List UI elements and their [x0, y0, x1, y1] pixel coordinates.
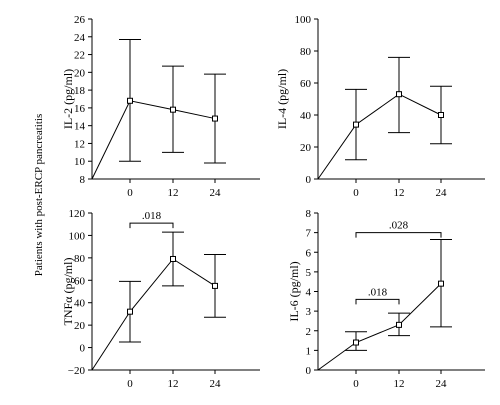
- x-tick-label: 24: [210, 378, 222, 390]
- y-tick-label: 20: [300, 142, 312, 154]
- y-axis-label: IL-4 (pg/ml): [275, 69, 289, 129]
- y-tick-label: 0: [80, 343, 86, 355]
- y-tick-label: 14: [74, 121, 86, 133]
- y-tick-label: 10: [74, 156, 86, 168]
- data-point: [212, 282, 218, 289]
- y-tick-label: 100: [69, 230, 86, 242]
- x-tick-label: 0: [353, 378, 359, 390]
- x-tick-label: 12: [394, 378, 405, 390]
- x-tick-label: 12: [168, 187, 179, 199]
- y-tick-label: 100: [295, 14, 312, 26]
- y-tick-label: 2: [306, 326, 312, 338]
- p-value-label: .028: [389, 220, 409, 232]
- side-label: Patients with post-ERCP pancreatitis: [33, 114, 45, 276]
- data-point: [353, 339, 359, 346]
- panel-il2: 8 10 12 14 16 18 20 22 24 26 0 12 24 IL-2 (pg/ml): [61, 14, 260, 199]
- y-tick-label: 5: [306, 267, 312, 279]
- data-point: [127, 308, 133, 315]
- y-tick-label: 22: [74, 50, 85, 62]
- y-tick-label: 1: [306, 345, 312, 357]
- panel-tnfa: −20 0 20 40 60 80 100 120 0 12 24 TNFα (pg/ml) .018: [61, 208, 260, 390]
- data-point: [170, 255, 176, 262]
- y-tick-label: 16: [74, 103, 86, 115]
- series-line: [317, 93, 442, 180]
- y-tick-label: 0: [306, 365, 312, 377]
- y-tick-label: 80: [74, 253, 86, 265]
- y-tick-label: 8: [80, 174, 86, 186]
- x-tick-label: 24: [210, 187, 222, 199]
- y-tick-label: 26: [74, 14, 86, 26]
- y-axis-label: IL-2 (pg/ml): [61, 69, 75, 129]
- series-line: [317, 283, 442, 371]
- x-tick-label: 0: [127, 378, 133, 390]
- x-tick-label: 24: [436, 378, 448, 390]
- p-value-label: .018: [142, 210, 162, 222]
- x-tick-label: 24: [436, 187, 448, 199]
- significance-bracket: [355, 298, 400, 305]
- data-point: [438, 280, 444, 287]
- y-tick-label: 18: [74, 85, 86, 97]
- significance-bracket: [355, 232, 442, 238]
- y-tick-label: 40: [300, 110, 312, 122]
- data-point: [127, 97, 133, 104]
- x-tick-label: 12: [168, 378, 179, 390]
- y-tick-label: 24: [74, 32, 86, 44]
- y-tick-label: 8: [306, 208, 312, 220]
- y-tick-label: 6: [306, 247, 312, 259]
- y-tick-label: 4: [306, 287, 312, 299]
- x-tick-label: 0: [127, 187, 133, 199]
- y-tick-label: 20: [74, 67, 86, 79]
- y-tick-label: 3: [306, 306, 312, 318]
- data-point: [212, 115, 218, 122]
- y-tick-label: −20: [68, 365, 86, 377]
- y-tick-label: 80: [300, 46, 312, 58]
- y-tick-label: 12: [74, 138, 85, 150]
- y-tick-label: 120: [69, 208, 86, 220]
- panel-il4: 0 20 40 60 80 100 0 12 24 IL-4 (pg/ml): [275, 14, 485, 199]
- y-axis-label: TNFα (pg/ml): [61, 258, 75, 326]
- y-tick-label: 60: [300, 78, 312, 90]
- y-tick-label: 0: [306, 174, 312, 186]
- y-tick-label: 60: [74, 275, 86, 287]
- data-point: [353, 121, 359, 128]
- data-point: [396, 91, 402, 98]
- y-axis-label: IL-6 (pg/ml): [287, 261, 301, 321]
- y-tick-label: 7: [306, 228, 312, 240]
- series-line: [91, 258, 216, 371]
- data-point: [438, 112, 444, 118]
- significance-bracket: [129, 222, 174, 229]
- series-line: [91, 100, 216, 180]
- p-value-label: .018: [368, 286, 388, 298]
- data-point: [170, 106, 176, 113]
- data-point: [396, 321, 402, 328]
- x-tick-label: 12: [394, 187, 405, 199]
- x-tick-label: 0: [353, 187, 359, 199]
- y-tick-label: 20: [74, 320, 86, 332]
- y-tick-label: 40: [74, 298, 86, 310]
